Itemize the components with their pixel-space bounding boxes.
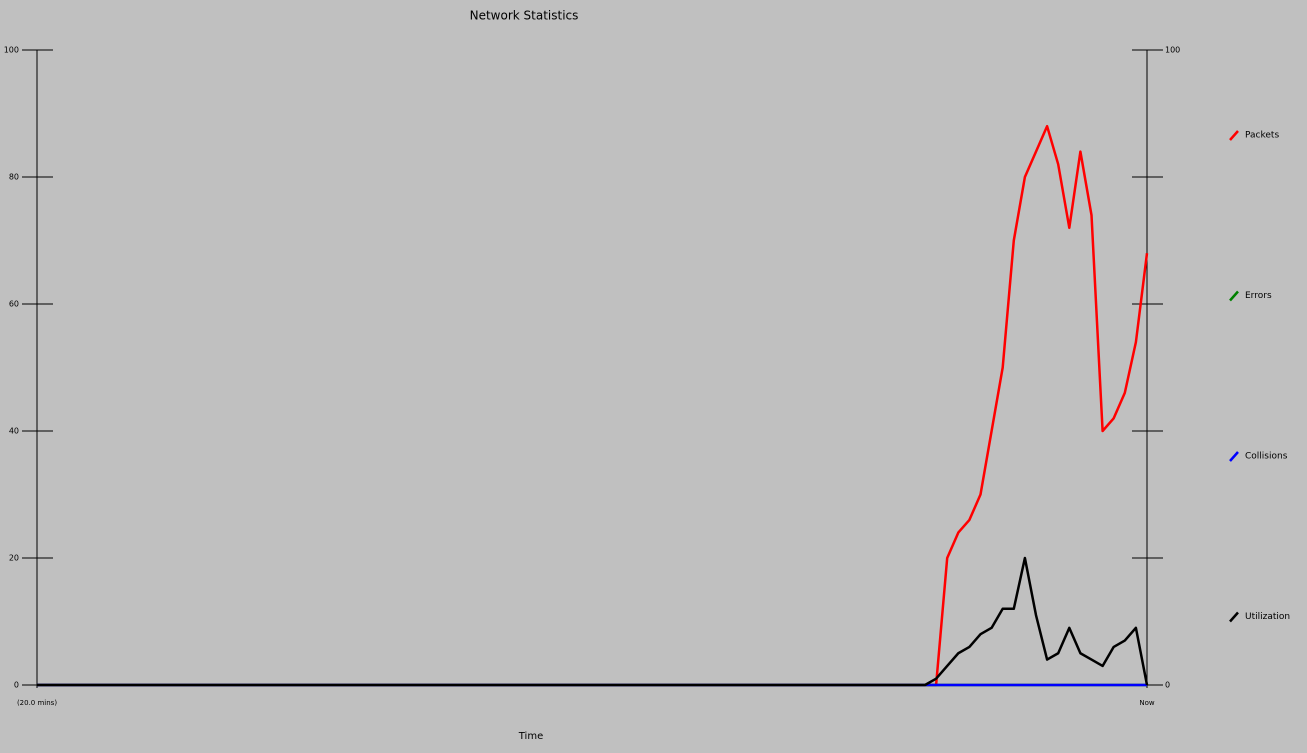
y-tick-label: 40	[9, 427, 19, 436]
y2-tick-label: 100	[1165, 46, 1180, 55]
legend-label: Collisions	[1245, 452, 1288, 462]
legend-swatch	[1229, 130, 1239, 141]
x-axis-label: Time	[518, 731, 543, 742]
y-tick-label: 0	[14, 681, 19, 690]
y-tick-label: 60	[9, 300, 19, 309]
legend-swatch	[1229, 451, 1239, 462]
legend-swatch	[1229, 611, 1239, 623]
legend-label: Errors	[1245, 291, 1272, 301]
x-tick-label: Now	[1139, 699, 1155, 707]
legend-label: Packets	[1245, 131, 1279, 141]
y-tick-label: 100	[4, 46, 19, 55]
y2-tick-label: 0	[1165, 681, 1170, 690]
legend-swatch	[1229, 290, 1239, 302]
series-line	[37, 124, 1149, 687]
y-tick-label: 20	[9, 554, 19, 563]
x-tick-label: (20.0 mins)	[17, 699, 57, 707]
chart-title: Network Statistics	[470, 9, 579, 23]
legend-label: Utilization	[1245, 612, 1290, 622]
y-tick-label: 80	[9, 173, 19, 182]
series-line	[37, 556, 1149, 687]
